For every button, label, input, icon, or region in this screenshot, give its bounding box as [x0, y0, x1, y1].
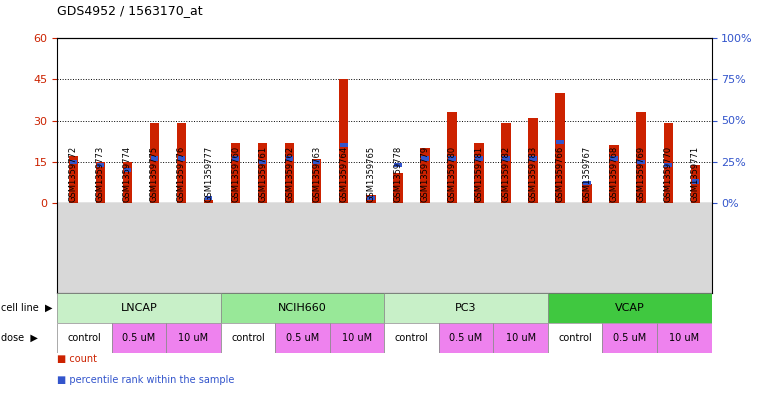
Bar	[556, 93, 565, 203]
Bar	[366, 195, 375, 203]
Bar	[313, 160, 320, 164]
Text: ■ percentile rank within the sample: ■ percentile rank within the sample	[57, 375, 234, 385]
Bar	[166, 323, 221, 353]
Text: ■ count: ■ count	[57, 354, 97, 364]
Text: 0.5 uM: 0.5 uM	[613, 333, 646, 343]
Bar	[221, 323, 275, 353]
Bar	[493, 323, 548, 353]
Bar	[204, 200, 213, 203]
Bar	[97, 163, 104, 167]
Text: control: control	[68, 333, 101, 343]
Bar	[96, 162, 105, 203]
Bar	[330, 323, 384, 353]
Bar	[421, 156, 428, 160]
Text: PC3: PC3	[455, 303, 477, 313]
Bar	[692, 180, 699, 184]
Bar	[205, 196, 212, 200]
Bar	[664, 123, 673, 203]
Text: 10 uM: 10 uM	[178, 333, 209, 343]
Bar	[420, 148, 430, 203]
Bar	[439, 323, 493, 353]
Text: dose  ▶: dose ▶	[1, 333, 37, 343]
Bar	[384, 323, 439, 353]
Bar	[221, 293, 384, 323]
Bar	[232, 156, 240, 160]
Text: VCAP: VCAP	[615, 303, 645, 313]
Bar	[447, 112, 457, 203]
Bar	[177, 123, 186, 203]
Bar	[394, 163, 402, 167]
Bar	[69, 160, 77, 164]
Bar	[529, 156, 537, 160]
Text: 0.5 uM: 0.5 uM	[123, 333, 155, 343]
Bar	[340, 143, 348, 147]
Bar	[657, 323, 712, 353]
Bar	[502, 156, 510, 160]
Bar	[603, 323, 657, 353]
Bar	[367, 196, 374, 200]
Text: cell line  ▶: cell line ▶	[1, 303, 53, 313]
Bar	[231, 143, 240, 203]
Bar	[664, 163, 672, 167]
Bar	[584, 181, 591, 185]
Bar	[475, 156, 482, 160]
Text: control: control	[559, 333, 592, 343]
Bar	[448, 156, 456, 160]
Bar	[150, 123, 159, 203]
Bar	[68, 156, 78, 203]
Bar	[177, 156, 185, 160]
Bar	[610, 156, 618, 160]
Bar	[636, 112, 646, 203]
Bar	[286, 156, 294, 160]
Bar	[393, 173, 403, 203]
Bar	[57, 293, 221, 323]
Bar	[474, 143, 484, 203]
Bar	[57, 323, 112, 353]
Text: 0.5 uM: 0.5 uM	[450, 333, 482, 343]
Bar	[339, 79, 349, 203]
Text: control: control	[395, 333, 428, 343]
Text: LNCAP: LNCAP	[120, 303, 158, 313]
Bar	[556, 140, 564, 144]
Bar	[151, 156, 158, 160]
Text: GDS4952 / 1563170_at: GDS4952 / 1563170_at	[57, 4, 202, 17]
Bar	[259, 160, 266, 164]
Bar	[123, 168, 131, 172]
Bar	[610, 145, 619, 203]
Bar	[638, 160, 645, 164]
Bar	[548, 323, 603, 353]
Text: 10 uM: 10 uM	[342, 333, 372, 343]
Text: NCIH660: NCIH660	[278, 303, 327, 313]
Bar	[548, 293, 712, 323]
Bar	[528, 118, 538, 203]
Bar	[312, 159, 321, 203]
Text: 0.5 uM: 0.5 uM	[286, 333, 319, 343]
Bar	[275, 323, 330, 353]
Bar	[258, 143, 267, 203]
Bar	[582, 184, 592, 203]
Bar	[112, 323, 166, 353]
Bar	[384, 293, 548, 323]
Bar	[123, 162, 132, 203]
Text: 10 uM: 10 uM	[669, 333, 699, 343]
Text: 10 uM: 10 uM	[505, 333, 536, 343]
Text: control: control	[231, 333, 265, 343]
Bar	[285, 143, 295, 203]
Bar	[690, 165, 700, 203]
Bar	[501, 123, 511, 203]
